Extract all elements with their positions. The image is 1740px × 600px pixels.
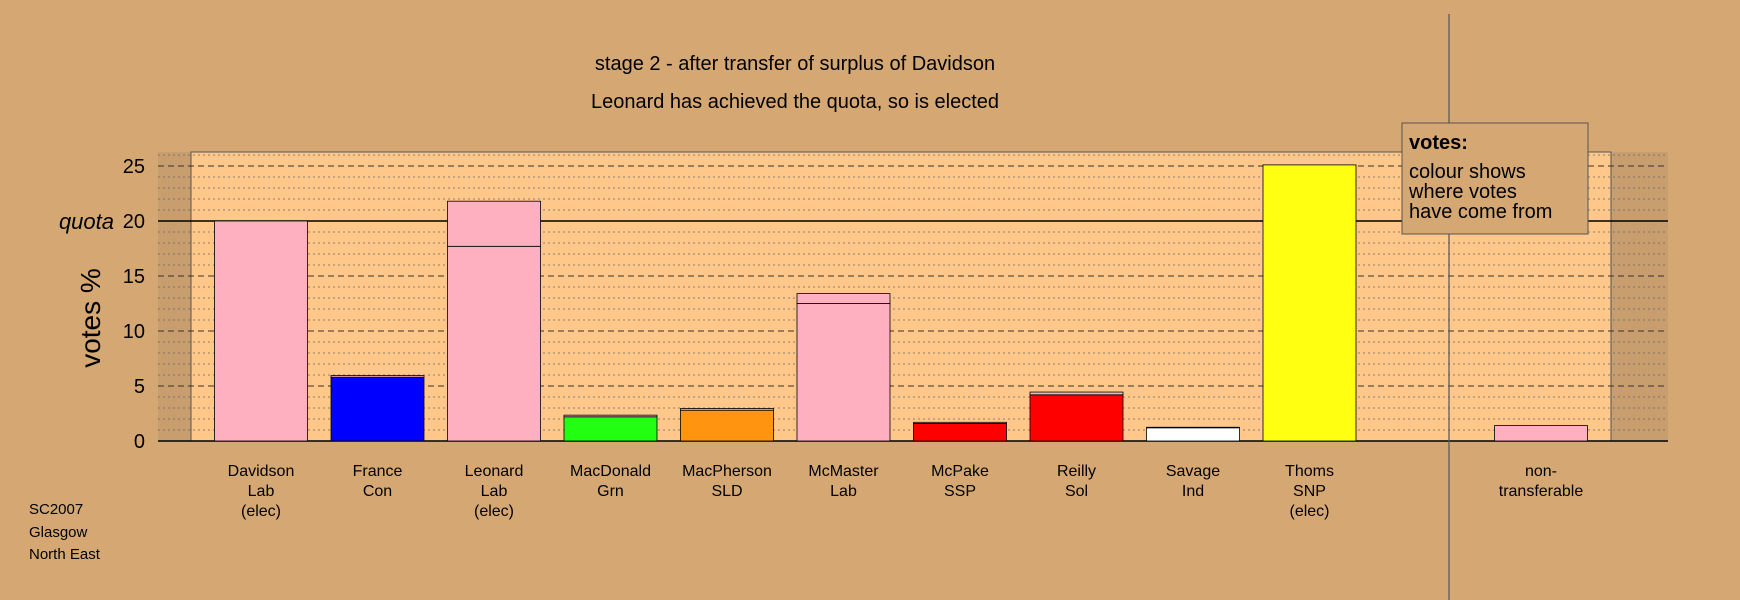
bar-transferred-votes xyxy=(330,375,425,378)
bar-own-votes xyxy=(1146,427,1240,442)
plot-area xyxy=(190,151,1612,442)
category-label: MacDonald xyxy=(570,463,651,480)
category-label: Thoms xyxy=(1285,463,1334,480)
y-axis-label: votes % xyxy=(75,268,106,368)
nontransferable-label: transferable xyxy=(1499,483,1584,500)
quota-label: quota xyxy=(59,209,114,234)
chart-title: stage 2 - after transfer of surplus of D… xyxy=(595,53,995,75)
category-label: Lab xyxy=(481,483,508,500)
category-label: Lab xyxy=(830,483,857,500)
chart-subtitle: Leonard has achieved the quota, so is el… xyxy=(591,91,999,113)
bar-own-votes xyxy=(1029,394,1124,442)
category-label: Ind xyxy=(1182,483,1204,500)
legend-title: votes: xyxy=(1409,132,1468,154)
bar-own-votes xyxy=(214,220,308,442)
footnote-line-1: SC2007 xyxy=(29,501,83,518)
bar-own-votes xyxy=(680,409,774,442)
y-tick-label: 10 xyxy=(123,321,145,343)
category-label: (elec) xyxy=(1289,503,1329,520)
bars xyxy=(214,164,1588,442)
y-tick-label: 0 xyxy=(134,431,145,453)
category-label: Savage xyxy=(1166,463,1220,480)
category-label: Grn xyxy=(597,483,624,500)
category-label: MacPherson xyxy=(682,463,772,480)
bar-transferred-votes xyxy=(796,293,891,304)
bar-own-votes xyxy=(913,422,1007,442)
category-label: SLD xyxy=(711,483,742,500)
category-label: France xyxy=(353,463,403,480)
category-label: SNP xyxy=(1293,483,1326,500)
category-label: Lab xyxy=(248,483,275,500)
category-label: (elec) xyxy=(474,503,514,520)
legend: votes: colour shows where votes have com… xyxy=(1401,122,1589,235)
bar-own-votes xyxy=(796,303,891,442)
bar-nontransferable xyxy=(1494,425,1588,442)
legend-line-2: where votes xyxy=(1408,181,1517,203)
bar-transferred-votes xyxy=(447,200,541,247)
category-label: (elec) xyxy=(241,503,281,520)
nontransferable-label: non- xyxy=(1525,463,1557,480)
category-labels: Davidson Lab (elec) France Con Leonard Lab (ele… xyxy=(228,463,1584,520)
bar-transferred-votes xyxy=(563,414,658,418)
plot-margin-left xyxy=(158,152,191,441)
y-axis-ticks: 0 5 10 15 20 25 xyxy=(123,156,145,453)
bar-own-votes xyxy=(330,376,425,442)
bar-own-votes xyxy=(1262,164,1357,442)
legend-box xyxy=(1401,122,1589,235)
category-label: McMaster xyxy=(808,463,879,480)
category-label: McPake xyxy=(931,463,989,480)
legend-line-3: have come from xyxy=(1409,201,1552,223)
legend-line-1: colour shows xyxy=(1409,161,1526,183)
y-tick-label: 5 xyxy=(134,376,145,398)
y-tick-label: 20 xyxy=(123,211,145,233)
footnote-line-3: North East xyxy=(29,546,101,563)
footnote-line-2: Glasgow xyxy=(29,524,88,541)
bar-transferred-votes xyxy=(1146,426,1240,429)
category-label: Reilly xyxy=(1057,463,1096,480)
y-tick-label: 25 xyxy=(123,156,145,178)
category-label: Leonard xyxy=(465,463,524,480)
plot-margin-right xyxy=(1611,152,1668,441)
bar-own-votes xyxy=(447,245,541,442)
y-tick-label: 15 xyxy=(123,266,145,288)
category-label: SSP xyxy=(944,483,976,500)
category-label: Sol xyxy=(1065,483,1088,500)
bar-transferred-votes xyxy=(1029,391,1124,396)
bar-transferred-votes xyxy=(913,421,1007,424)
bar-own-votes xyxy=(563,416,658,442)
category-label: Davidson xyxy=(228,463,295,480)
category-label: Con xyxy=(363,483,392,500)
bar-transferred-votes xyxy=(680,408,774,411)
